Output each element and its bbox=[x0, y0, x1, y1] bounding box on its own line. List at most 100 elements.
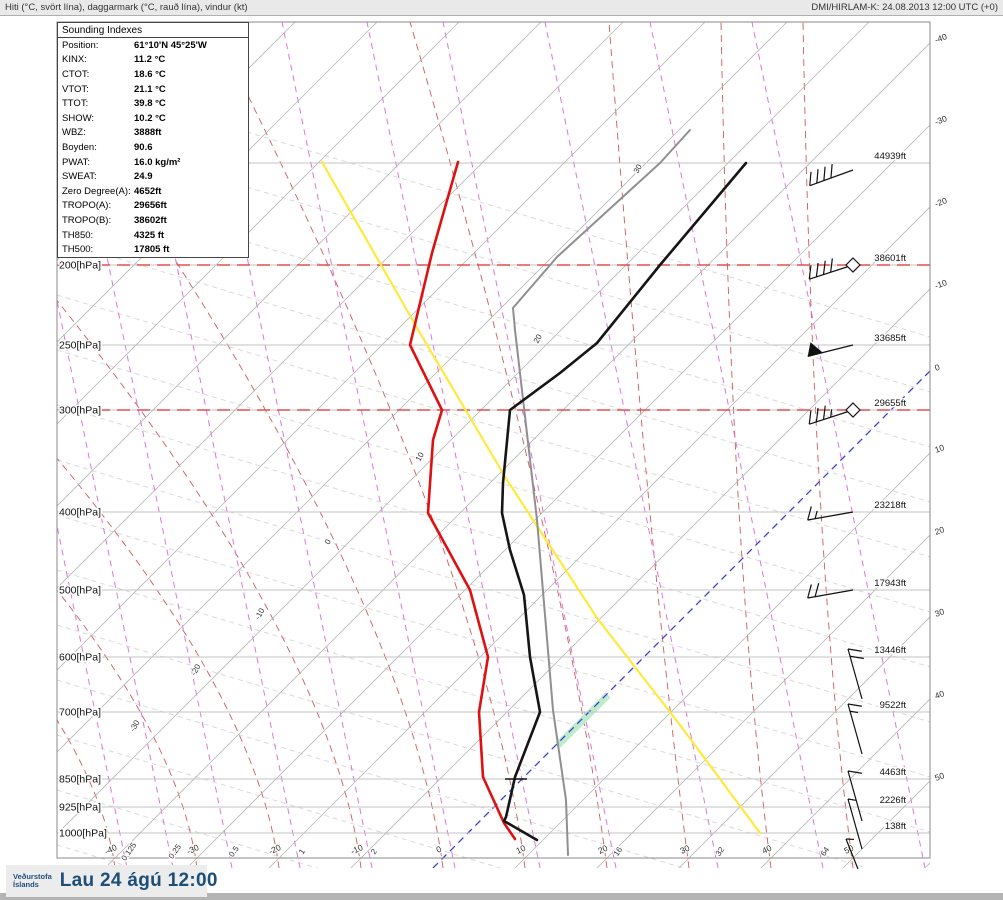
dry-adiabat-line bbox=[57, 239, 930, 503]
index-row: TTOT: 39.8 °C bbox=[58, 96, 248, 111]
isotherm-line bbox=[760, 698, 930, 868]
dry-adiabat-line bbox=[57, 569, 930, 833]
pressure-label: 850[hPa] bbox=[59, 774, 101, 786]
index-label: SWEAT: bbox=[62, 171, 97, 183]
index-value: 24.9 bbox=[134, 171, 153, 183]
mixing-ratio-line bbox=[366, 22, 541, 868]
index-value: 61°10'N 45°25'W bbox=[134, 39, 207, 51]
temp-tick-label: 0 bbox=[434, 844, 443, 855]
footer-logo-box: Veðurstofa Íslands Lau 24 ágú 12:00 bbox=[6, 865, 217, 897]
moist-adiabat-label: -10 bbox=[253, 606, 267, 621]
pressure-label: 200[hPa] bbox=[59, 260, 101, 272]
index-row: CTOT: 18.6 °C bbox=[58, 67, 248, 82]
index-value: 11.2 °C bbox=[134, 54, 166, 66]
altitude-label: 4463ft bbox=[880, 767, 907, 778]
isotherm-line bbox=[268, 206, 930, 868]
moist-adiabat-label: -20 bbox=[189, 662, 203, 677]
temperature-curve bbox=[500, 161, 748, 842]
zero-isotherm-line bbox=[432, 370, 930, 868]
index-label: TTOT: bbox=[62, 98, 89, 110]
sounding-indexes-panel: Sounding Indexes Position: 61°10'N 45°25'… bbox=[57, 22, 249, 258]
wind-barb bbox=[847, 703, 863, 755]
dewpoint-curve bbox=[408, 160, 517, 841]
altitude-label: 17943ft bbox=[874, 578, 906, 589]
index-value: 29656ft bbox=[134, 200, 167, 212]
temp-tick-label-right: -30 bbox=[933, 113, 948, 127]
tropopause-diamond-icon bbox=[845, 257, 861, 273]
temp-tick-label: -10 bbox=[349, 842, 365, 856]
index-value: 38602ft bbox=[134, 214, 167, 226]
temp-tick-label-right: 40 bbox=[933, 688, 946, 701]
moist-adiabat-label: 20 bbox=[532, 332, 544, 345]
index-row: TROPO(B): 38602ft bbox=[58, 213, 248, 228]
moist-adiabat-label: 10 bbox=[414, 450, 426, 463]
index-row: KINX: 11.2 °C bbox=[58, 53, 248, 68]
dry-adiabat-line bbox=[57, 294, 930, 558]
moist-adiabat-line bbox=[57, 589, 198, 868]
moist-adiabat-line bbox=[802, 22, 854, 868]
index-row: Boyden: 90.6 bbox=[58, 140, 248, 155]
dry-adiabat-line bbox=[57, 624, 869, 868]
index-row: SHOW: 10.2 °C bbox=[58, 111, 248, 126]
dry-adiabat-line bbox=[57, 184, 930, 448]
mixing-ratio-line bbox=[281, 22, 456, 868]
mixing-ratio-label: 2 bbox=[369, 847, 379, 856]
index-label: Boyden: bbox=[62, 141, 97, 153]
temp-tick-label-right: 30 bbox=[933, 606, 946, 619]
wind-barb bbox=[847, 770, 863, 822]
index-label: WBZ: bbox=[62, 127, 86, 139]
pressure-label: 1000[hPa] bbox=[59, 828, 107, 840]
index-label: TROPO(A): bbox=[62, 200, 112, 212]
altitude-label: 13446ft bbox=[874, 645, 906, 656]
mixing-ratio-line bbox=[751, 22, 926, 868]
index-value: 4652ft bbox=[134, 185, 162, 197]
moist-adiabat-label: -30 bbox=[128, 718, 142, 733]
dry-adiabat-line bbox=[57, 349, 930, 613]
wind-barb bbox=[807, 506, 854, 521]
index-value: 90.6 bbox=[134, 141, 153, 153]
index-row: TH850: 4325 ft bbox=[58, 228, 248, 243]
isotherm-line bbox=[678, 616, 930, 868]
moist-adiabat-line bbox=[57, 299, 362, 868]
isotherm-line bbox=[514, 452, 930, 868]
dry-adiabat-line bbox=[57, 514, 930, 778]
temp-tick-label: -40 bbox=[103, 842, 119, 856]
pressure-label: 925[hPa] bbox=[59, 802, 101, 814]
sounding-indexes-rows: Position: 61°10'N 45°25'W KINX: 11.2 °C CTOT… bbox=[58, 38, 248, 257]
temp-tick-label-right: -40 bbox=[933, 31, 948, 45]
tropopause-diamond-icon bbox=[845, 402, 861, 418]
top-bar-legend-label: Hiti (°C, svört lína), daggarmark (°C, r… bbox=[5, 2, 248, 13]
logo-text-line1: Veðurstofa bbox=[13, 872, 52, 881]
temp-tick-label: 40 bbox=[760, 843, 773, 856]
altitude-label: 9522ft bbox=[880, 700, 907, 711]
dry-adiabat-line bbox=[57, 459, 930, 723]
index-row: SWEAT: 24.9 bbox=[58, 169, 248, 184]
mixing-ratio-label: 1 bbox=[297, 847, 307, 856]
index-value: 16.0 kg/m² bbox=[134, 156, 181, 168]
index-row: Position: 61°10'N 45°25'W bbox=[58, 38, 248, 53]
temp-tick-label-right: 10 bbox=[933, 442, 946, 455]
top-bar-model-label: DMI/HIRLAM-K: 24.08.2013 12:00 UTC (+0) bbox=[811, 2, 998, 13]
pressure-label: 250[hPa] bbox=[59, 340, 101, 352]
altitude-label: 138ft bbox=[885, 821, 906, 832]
footer-datetime-label: Lau 24 ágú 12:00 bbox=[59, 870, 218, 891]
index-label: TH500: bbox=[62, 244, 94, 256]
index-label: Zero Degree(A): bbox=[62, 185, 131, 197]
logo-text: Veðurstofa Íslands bbox=[13, 873, 52, 889]
index-value: 18.6 °C bbox=[134, 68, 166, 80]
index-value: 3888ft bbox=[134, 127, 162, 139]
dry-adiabat-line bbox=[57, 129, 930, 393]
isotherm-line bbox=[596, 534, 930, 868]
temp-tick-label: -30 bbox=[185, 842, 201, 856]
index-row: PWAT: 16.0 kg/m² bbox=[58, 155, 248, 170]
moist-adiabat-line bbox=[608, 22, 690, 868]
temp-tick-label: -20 bbox=[267, 842, 283, 856]
altitude-label: 44939ft bbox=[874, 151, 906, 162]
altitude-label: 29655ft bbox=[874, 398, 906, 409]
index-label: KINX: bbox=[62, 54, 87, 66]
index-value: 39.8 °C bbox=[134, 98, 166, 110]
moist-adiabat-line bbox=[720, 22, 772, 868]
sounding-indexes-title: Sounding Indexes bbox=[58, 23, 248, 38]
moist-adiabat-label: 0 bbox=[323, 537, 333, 546]
